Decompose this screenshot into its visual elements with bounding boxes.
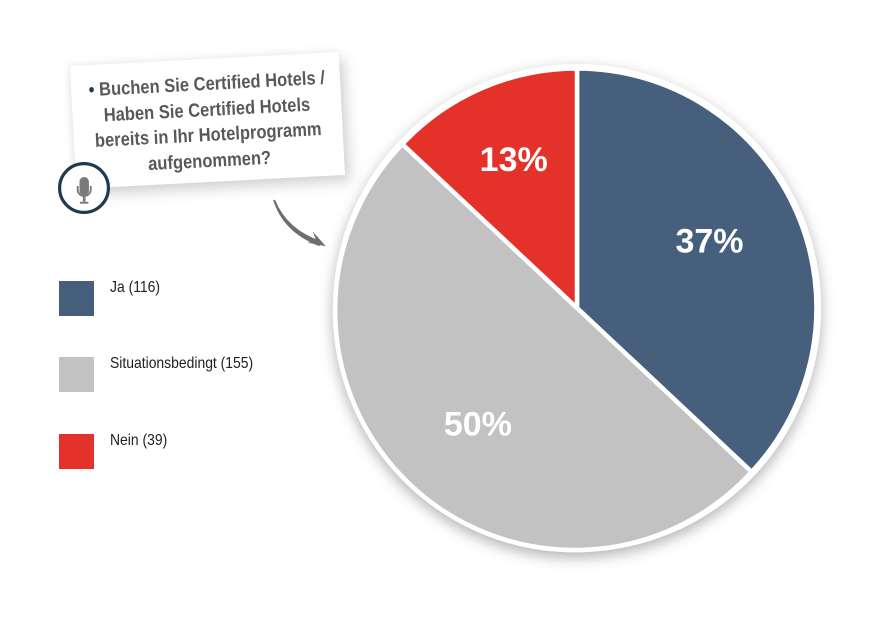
svg-text:37%: 37% (675, 222, 743, 260)
svg-text:13%: 13% (480, 141, 548, 179)
svg-text:50%: 50% (444, 405, 512, 443)
